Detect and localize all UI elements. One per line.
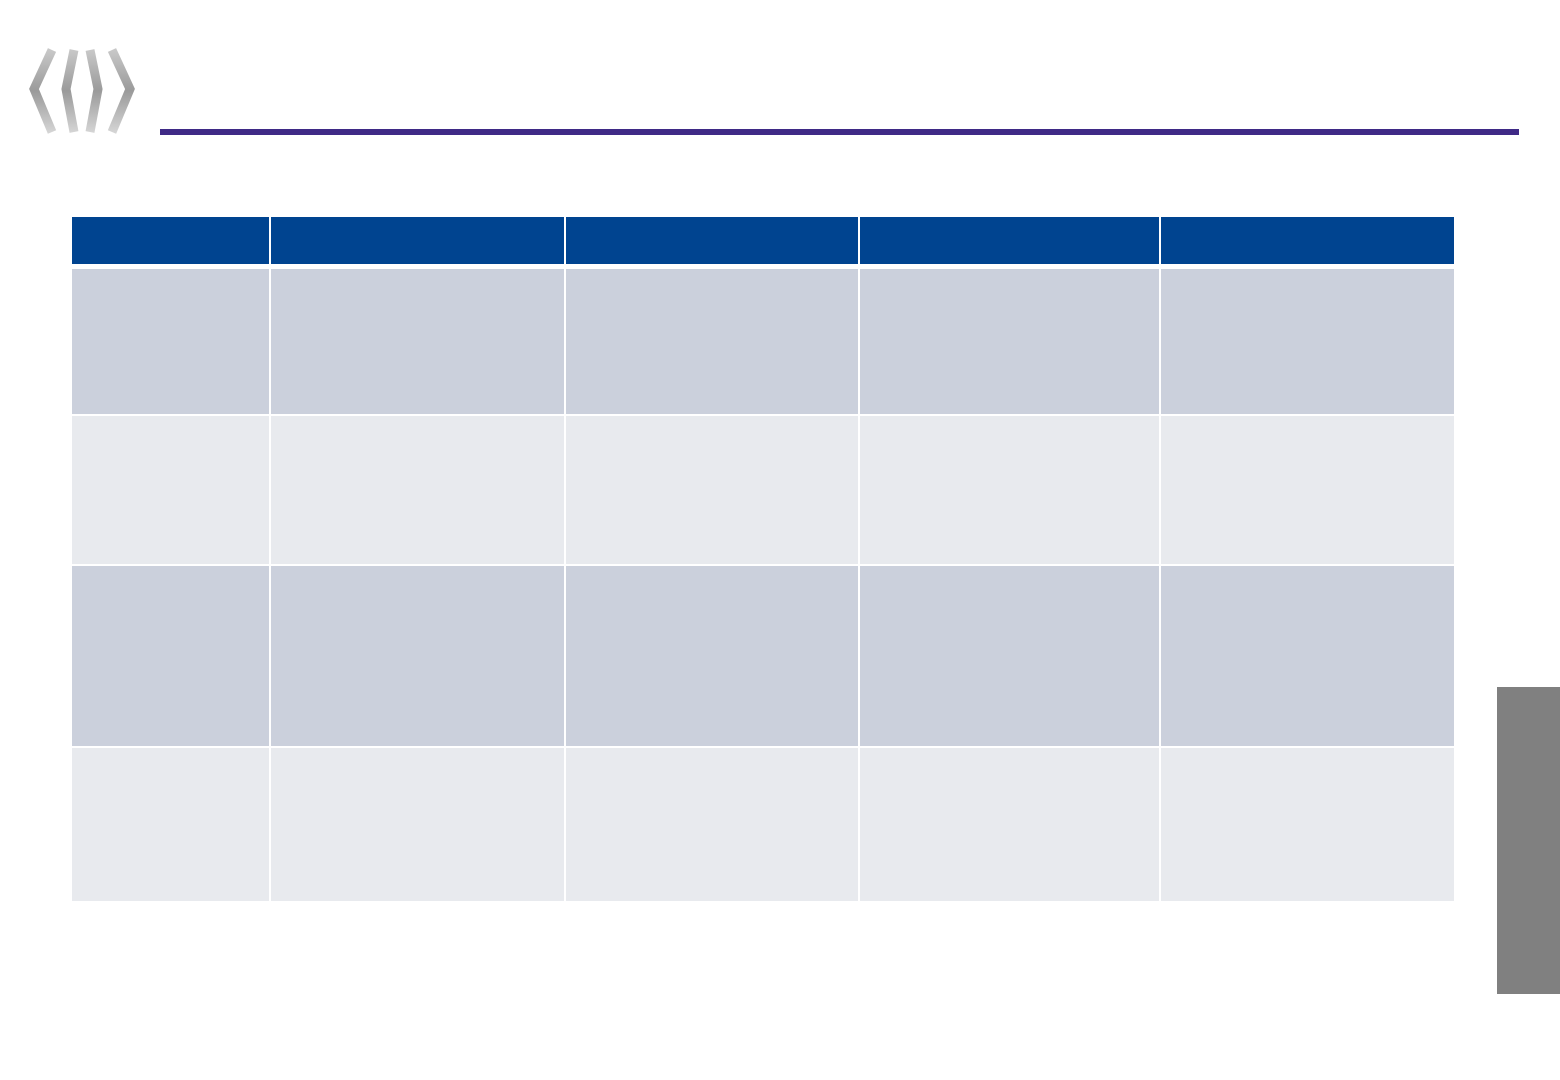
table-cell (271, 748, 564, 901)
header-cell (271, 217, 564, 264)
table-cell (566, 566, 858, 746)
table-cell (1161, 566, 1454, 746)
table-cell (566, 748, 858, 901)
table-cell (72, 566, 269, 746)
table-cell (271, 566, 564, 746)
table-cell (566, 416, 858, 564)
table-cell (860, 748, 1159, 901)
table-cell (1161, 748, 1454, 901)
side-tab (1497, 687, 1560, 994)
header-cell (1161, 217, 1454, 264)
header-cell (72, 217, 269, 264)
table-cell (72, 748, 269, 901)
table-cell (860, 269, 1159, 414)
logo (29, 48, 135, 134)
header-cell (860, 217, 1159, 264)
table-cell (566, 269, 858, 414)
table-cell (72, 269, 269, 414)
table-cell (271, 269, 564, 414)
table-cell (271, 416, 564, 564)
header-cell (566, 217, 858, 264)
table-cell (1161, 416, 1454, 564)
table-cell (860, 416, 1159, 564)
table-cell (72, 416, 269, 564)
table-cell (1161, 269, 1454, 414)
table-cell (860, 566, 1159, 746)
title-rule (160, 129, 1519, 135)
